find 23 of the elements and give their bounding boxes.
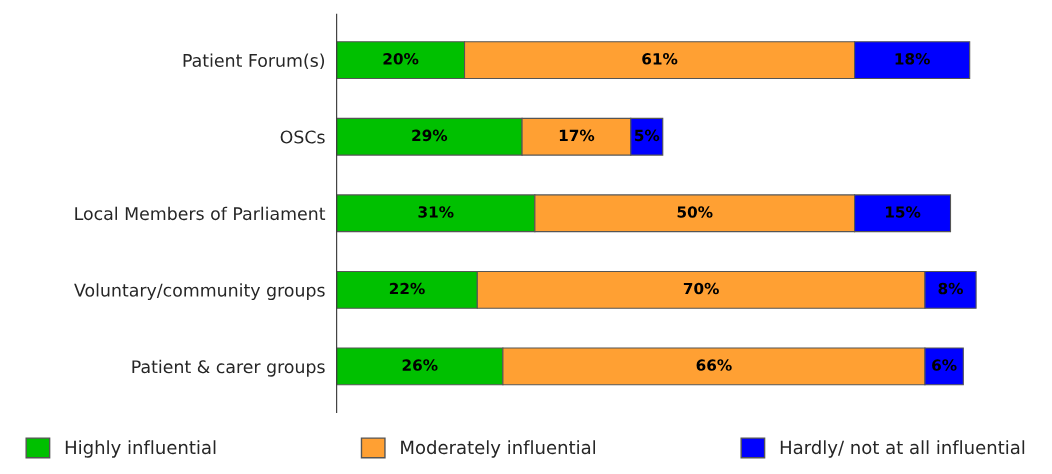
data-label: 61% <box>642 53 678 65</box>
data-label: 26% <box>402 359 438 371</box>
y-tick-label: Local Members of Parliament <box>75 206 326 221</box>
data-label: 22% <box>389 282 425 295</box>
data-label: 31% <box>418 206 454 218</box>
data-label: 8% <box>938 282 963 295</box>
data-label: 50% <box>677 206 713 218</box>
data-label: 5% <box>634 129 660 142</box>
y-tick-label: Voluntary/community groups <box>74 283 325 301</box>
legend-label: Hardly/ not at all influential <box>780 440 1025 458</box>
y-tick-label: Patient & carer groups <box>132 359 325 377</box>
legend-label: Highly influential <box>65 440 216 458</box>
data-label: 17% <box>559 129 595 142</box>
legend-label: Moderately influential <box>401 440 596 458</box>
data-label: 6% <box>932 359 957 371</box>
y-tick-label: OSCs <box>280 130 325 144</box>
data-label: 70% <box>683 282 719 295</box>
data-label: 66% <box>696 359 732 371</box>
data-label: 29% <box>412 129 448 142</box>
y-tick-label: Patient Forum(s) <box>183 53 325 70</box>
data-label: 15% <box>885 206 921 218</box>
data-label: 20% <box>383 53 419 65</box>
data-label: 18% <box>895 53 930 65</box>
